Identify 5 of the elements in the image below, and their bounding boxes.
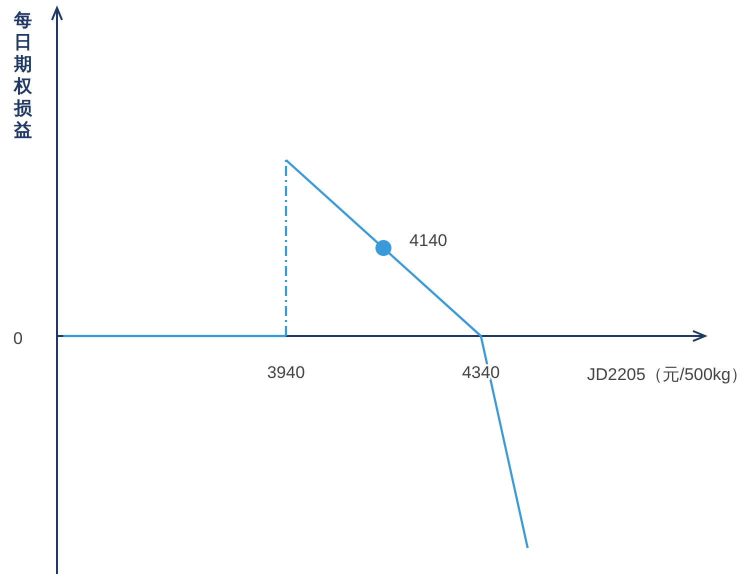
y-axis-title: 每日期权损益 xyxy=(13,10,33,140)
x-axis-title: JD2205（元/500kg） xyxy=(587,365,748,384)
text: 0 xyxy=(13,329,23,348)
x-tick-label: 3940 xyxy=(267,363,305,382)
annotation: 4140 xyxy=(409,231,448,250)
